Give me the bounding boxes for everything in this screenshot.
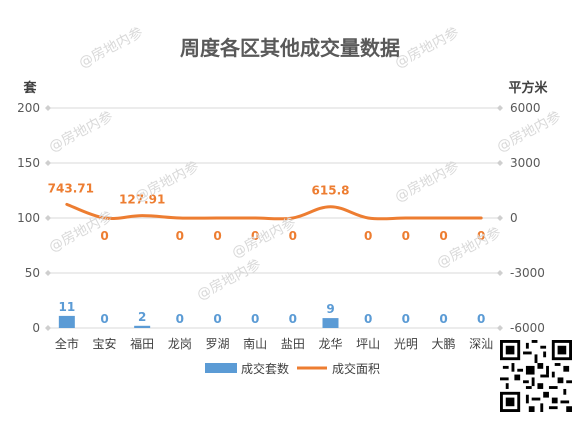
x-tick-label: 光明: [394, 337, 418, 351]
axes: 050100150200-6000-3000030006000全市 宝安 福田 龙岗罗…: [17, 101, 545, 351]
line-value-label: 0: [176, 229, 184, 243]
line-value-label: 0: [289, 229, 297, 243]
gridline-marker: [45, 215, 51, 221]
watermark-text: @房地内参: [132, 158, 202, 206]
bar-value-label: 0: [251, 312, 259, 326]
line-value-label: 0: [364, 229, 372, 243]
line-value-label: 615.8: [312, 184, 350, 198]
right-tick-label: 6000: [510, 101, 541, 115]
left-tick-label: 50: [25, 266, 40, 280]
bar-value-label: 0: [289, 312, 297, 326]
bar-value-label: 9: [326, 302, 334, 316]
x-tick-label: 全市: [55, 336, 79, 351]
right-tick-label: 0: [510, 211, 518, 225]
right-tick-label: 3000: [510, 156, 541, 170]
bar-value-label: 2: [138, 310, 146, 324]
bar-value-label: 11: [58, 300, 75, 314]
x-tick-label: 深汕: [469, 337, 493, 351]
left-axis-label: 套: [22, 80, 37, 96]
bar-value-label: 0: [176, 312, 184, 326]
right-tick-label: -3000: [510, 266, 545, 280]
gridline-marker: [45, 270, 51, 276]
left-tick-label: 0: [32, 321, 40, 335]
bar: [134, 325, 151, 328]
gridline-marker: [45, 325, 51, 331]
right-tick-marker: [497, 325, 503, 331]
left-tick-label: 100: [17, 211, 40, 225]
x-tick-label: 盐田: [281, 337, 305, 351]
watermark-text: @房地内参: [46, 108, 116, 156]
line-value-label: 743.71: [48, 181, 94, 195]
right-tick-marker: [497, 160, 503, 166]
x-tick-label: 坪山: [356, 337, 380, 351]
right-tick-marker: [497, 215, 503, 221]
watermark-text: @房地内参: [194, 256, 264, 304]
line-value-label: 0: [251, 229, 259, 243]
line-value-label: 0: [100, 229, 108, 243]
bar: [58, 315, 75, 328]
line-path: [65, 202, 483, 221]
qr-code: [500, 340, 572, 412]
bar-value-label: 0: [439, 312, 447, 326]
right-tick-marker: [497, 105, 503, 111]
watermark-text: @房地内参: [76, 24, 146, 72]
legend-line-label: 成交面积: [332, 361, 380, 376]
x-tick-label: 大鹏: [431, 337, 455, 351]
bar-value-label: 0: [364, 312, 372, 326]
line-value-label: 0: [439, 229, 447, 243]
chart-title: 周度各区其他成交量数据: [180, 36, 400, 60]
bar: [322, 318, 339, 328]
x-tick-label: 龙华: [318, 337, 342, 351]
left-tick-label: 200: [17, 101, 40, 115]
watermark-text: @房地内参: [392, 24, 462, 72]
legend: 成交套数 成交面积: [205, 361, 380, 376]
right-tick-label: -6000: [510, 321, 545, 335]
legend-bar-swatch: [205, 363, 237, 373]
right-axis-label: 平方米: [508, 80, 548, 96]
x-tick-label: 龙岗: [168, 337, 192, 351]
left-tick-label: 150: [17, 156, 40, 170]
line-value-label: 0: [213, 229, 221, 243]
gridline-marker: [45, 160, 51, 166]
legend-bar-label: 成交套数: [241, 361, 289, 376]
watermark: @房地内参 @房地内参@房地内参 @房地内参@房地内参 @房地内参@房地内参 @房地内参…: [46, 24, 564, 304]
bar-value-label: 0: [100, 312, 108, 326]
data-labels: 11 0 2 0 0 0 0 9 0 0 0 0 743.71 0 127.91 0 0 0 0 615.8 0 0 0 0: [48, 181, 486, 326]
x-tick-label: 罗湖: [205, 336, 229, 351]
line-value-label: 0: [477, 229, 485, 243]
right-tick-marker: [497, 270, 503, 276]
bar-value-label: 0: [213, 312, 221, 326]
gridline-marker: [45, 105, 51, 111]
watermark-text: @房地内参: [392, 158, 462, 206]
x-tick-label: 福田: [130, 336, 154, 351]
bar-value-label: 0: [477, 312, 485, 326]
bar-series: [58, 315, 339, 328]
x-tick-label: 宝安: [92, 336, 116, 351]
line-series: [65, 202, 483, 221]
line-value-label: 0: [402, 229, 410, 243]
line-value-label: 127.91: [119, 193, 165, 207]
x-tick-label: 南山: [243, 336, 267, 351]
bar-value-label: 0: [402, 312, 410, 326]
